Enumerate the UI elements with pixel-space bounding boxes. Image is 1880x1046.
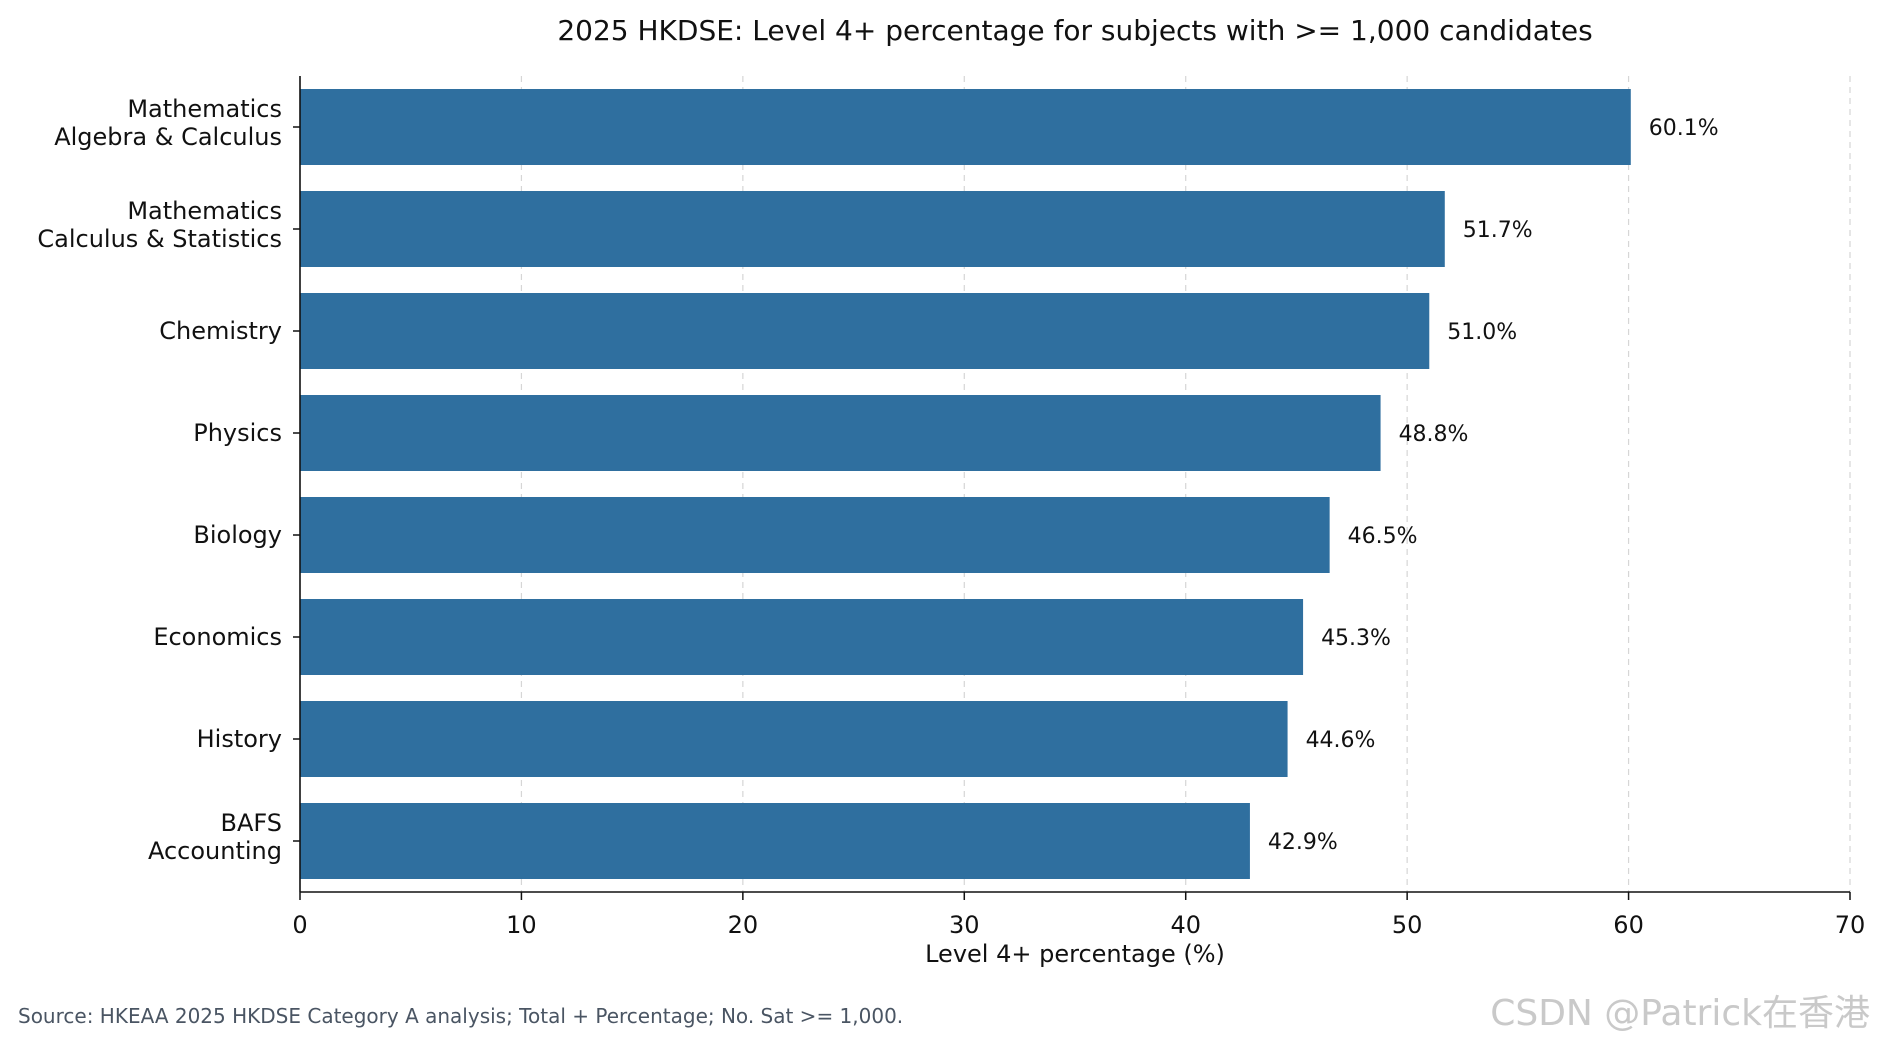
bar-6 bbox=[300, 701, 1288, 777]
bar-value-label-1: 51.7% bbox=[1463, 218, 1533, 243]
category-label-4: Biology bbox=[193, 521, 282, 549]
bar-0 bbox=[300, 89, 1631, 165]
category-label-5: Economics bbox=[153, 623, 282, 651]
bar-7 bbox=[300, 803, 1250, 879]
x-tick-label-3: 30 bbox=[949, 911, 980, 939]
bar-value-label-2: 51.0% bbox=[1447, 320, 1517, 345]
bar-value-label-4: 46.5% bbox=[1348, 524, 1418, 549]
source-note: Source: HKEAA 2025 HKDSE Category A anal… bbox=[18, 1004, 903, 1028]
x-tick-label-4: 40 bbox=[1170, 911, 1201, 939]
bar-value-label-6: 44.6% bbox=[1306, 728, 1376, 753]
x-tick-label-6: 60 bbox=[1613, 911, 1644, 939]
bars-layer bbox=[300, 89, 1631, 879]
x-tick-label-1: 10 bbox=[506, 911, 537, 939]
category-label-3: Physics bbox=[193, 419, 282, 447]
bar-value-label-3: 48.8% bbox=[1399, 422, 1469, 447]
category-label-1-line-1: Calculus & Statistics bbox=[37, 225, 282, 253]
category-label-7-line-0: BAFS bbox=[221, 809, 283, 837]
labels-layer: 60.1%Mathematics Algebra & Calculus51.7%M… bbox=[37, 95, 1865, 939]
x-tick-label-0: 0 bbox=[292, 911, 307, 939]
category-label-0-line-1: Algebra & Calculus bbox=[54, 123, 282, 151]
category-label-7: BAFS Accounting bbox=[148, 809, 282, 865]
bar-2 bbox=[300, 293, 1430, 369]
x-axis-label: Level 4+ percentage (%) bbox=[925, 940, 1225, 968]
bar-1 bbox=[300, 191, 1445, 267]
x-tick-label-7: 70 bbox=[1835, 911, 1866, 939]
bar-value-label-5: 45.3% bbox=[1321, 626, 1391, 651]
bar-3 bbox=[300, 395, 1381, 471]
x-tick-label-2: 20 bbox=[728, 911, 759, 939]
category-label-1: Mathematics Calculus & Statistics bbox=[37, 197, 282, 253]
category-label-7-line-1: Accounting bbox=[148, 837, 282, 865]
bar-value-label-0: 60.1% bbox=[1649, 116, 1719, 141]
x-tick-label-5: 50 bbox=[1392, 911, 1423, 939]
bar-value-label-7: 42.9% bbox=[1268, 830, 1338, 855]
chart-title: 2025 HKDSE: Level 4+ percentage for subj… bbox=[557, 14, 1592, 47]
axes-layer bbox=[293, 76, 1851, 900]
bar-5 bbox=[300, 599, 1304, 675]
category-label-1-line-0: Mathematics bbox=[127, 197, 282, 225]
category-label-0: Mathematics Algebra & Calculus bbox=[54, 95, 282, 151]
watermark: CSDN @Patrick在香港 bbox=[1490, 993, 1870, 1034]
category-label-2: Chemistry bbox=[159, 317, 282, 345]
bar-4 bbox=[300, 497, 1330, 573]
category-label-0-line-0: Mathematics bbox=[127, 95, 282, 123]
category-label-6: History bbox=[197, 725, 282, 753]
